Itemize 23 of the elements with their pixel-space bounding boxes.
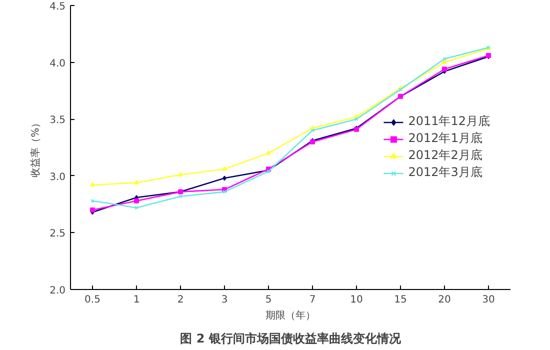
x-tick-label: 15 <box>394 294 407 306</box>
text: 图 2 银行间市场国债收益率曲线变化情况 <box>180 332 402 346</box>
x-tick-label: 0.5 <box>84 294 100 306</box>
x-tick-label: 3 <box>221 294 228 306</box>
x-tick-label: 7 <box>309 294 316 306</box>
y-tick-label: 2.5 <box>50 228 66 240</box>
y-tick-label: 4.5 <box>50 2 66 12</box>
x-tick-label: 5 <box>265 294 272 306</box>
y-tick-label: 4.0 <box>50 58 66 70</box>
legend-label: 2011年12月底 <box>408 113 490 130</box>
x-tick-label: 2 <box>177 294 184 306</box>
legend-label: 2012年2月底 <box>408 147 482 164</box>
y-tick-label: 3.0 <box>50 172 66 183</box>
x-tick-label: 30 <box>482 294 495 306</box>
y-axis-title: 收益率（%） <box>30 118 42 178</box>
y-tick-label: 2.0 <box>50 286 66 296</box>
x-tick-label: 20 <box>438 294 451 306</box>
legend-label: 2012年3月底 <box>408 164 482 181</box>
y-tick-label: 3.5 <box>50 115 66 126</box>
x-tick-label: 1 <box>133 294 140 306</box>
legend-label: 2012年1月底 <box>408 130 482 147</box>
x-axis-title: 期限（年） <box>266 310 316 322</box>
x-tick-label: 10 <box>350 294 363 306</box>
